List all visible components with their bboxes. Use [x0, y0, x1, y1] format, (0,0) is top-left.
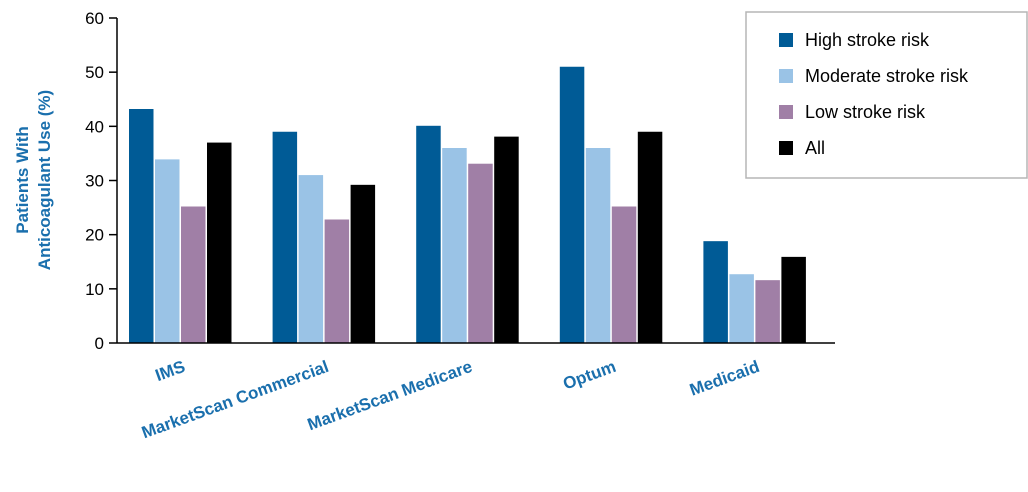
x-category-label: MarketScan Medicare [305, 357, 475, 434]
legend-swatch [779, 141, 793, 155]
y-tick-label: 40 [85, 117, 104, 136]
legend-label: Moderate stroke risk [805, 66, 969, 86]
bars-group [129, 66, 806, 344]
bar-optum-low-stroke-risk [611, 206, 637, 343]
bar-marketscan-medicare-moderate-stroke-risk [442, 148, 467, 343]
y-axis-title-line-2: Anticoagulant Use (%) [35, 90, 54, 270]
bar-marketscan-medicare-all [494, 136, 519, 343]
legend-label: Low stroke risk [805, 102, 926, 122]
bar-medicaid-high-stroke-risk [703, 241, 728, 343]
y-axis-title: Patients With Anticoagulant Use (%) [13, 90, 54, 270]
legend-swatch [779, 33, 793, 47]
y-tick-label: 50 [85, 63, 104, 82]
bar-marketscan-commercial-low-stroke-risk [324, 219, 350, 343]
x-category-label: IMS [153, 357, 188, 385]
bar-ims-all [207, 142, 232, 343]
legend-swatch [779, 69, 793, 83]
bar-medicaid-low-stroke-risk [755, 280, 780, 343]
bar-marketscan-commercial-moderate-stroke-risk [298, 175, 324, 343]
x-category-label: Medicaid [687, 357, 762, 400]
bar-marketscan-commercial-high-stroke-risk [272, 131, 298, 343]
bar-ims-high-stroke-risk [129, 109, 154, 343]
bar-optum-high-stroke-risk [559, 66, 585, 343]
bar-medicaid-moderate-stroke-risk [729, 274, 754, 343]
bar-optum-all [637, 131, 663, 343]
bar-marketscan-medicare-low-stroke-risk [468, 163, 493, 343]
legend-label: All [805, 138, 825, 158]
bar-marketscan-medicare-high-stroke-risk [416, 125, 441, 344]
bar-marketscan-commercial-all [350, 184, 376, 343]
y-tick-label: 60 [85, 9, 104, 28]
bar-ims-moderate-stroke-risk [155, 159, 180, 343]
legend: High stroke risk Moderate stroke risk Low … [745, 11, 1028, 179]
legend-swatch [779, 105, 793, 119]
bar-optum-moderate-stroke-risk [585, 148, 611, 343]
y-tick-label: 10 [85, 280, 104, 299]
y-ticks-group: 0 10 20 30 40 50 60 [85, 9, 117, 353]
y-tick-label: 20 [85, 226, 104, 245]
bar-ims-low-stroke-risk [181, 206, 206, 343]
x-category-label: Optum [560, 357, 618, 394]
y-tick-label: 0 [95, 334, 104, 353]
y-axis-title-line-1: Patients With [13, 126, 32, 234]
legend-label: High stroke risk [805, 30, 930, 50]
y-tick-label: 30 [85, 172, 104, 191]
bar-medicaid-all [781, 256, 806, 343]
